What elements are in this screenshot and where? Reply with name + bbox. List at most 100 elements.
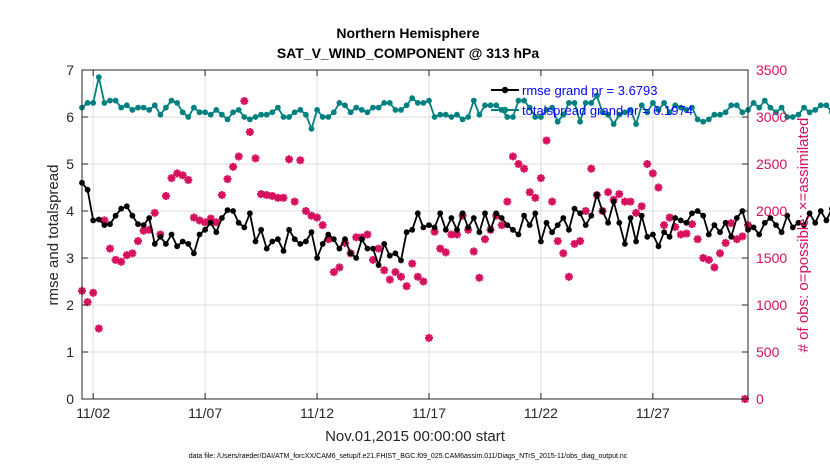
y-right-tick-label: 500 bbox=[756, 344, 780, 360]
series-point-spread bbox=[806, 109, 813, 116]
obs-assimilated-marker bbox=[335, 263, 344, 272]
series-point-spread bbox=[375, 104, 382, 111]
axes-box bbox=[81, 69, 749, 400]
series-point-spread bbox=[247, 116, 253, 123]
series-point-spread bbox=[689, 104, 695, 111]
series-point-rmse bbox=[280, 248, 287, 254]
series-point-rmse bbox=[118, 205, 125, 212]
series-point-spread bbox=[241, 114, 248, 120]
obs-assimilated-marker bbox=[318, 221, 327, 230]
series-point-spread bbox=[773, 109, 779, 116]
series-point-rmse bbox=[655, 243, 662, 250]
series-point-rmse bbox=[610, 198, 617, 205]
series-point-spread bbox=[756, 104, 763, 111]
series-point-rmse bbox=[90, 217, 97, 224]
series-point-spread bbox=[700, 118, 707, 125]
series-point-spread bbox=[202, 109, 209, 116]
obs-assimilated-marker bbox=[665, 213, 674, 222]
series-point-spread bbox=[694, 116, 701, 123]
series-point-rmse bbox=[594, 191, 600, 198]
series-point-rmse bbox=[269, 238, 276, 245]
series-point-rmse bbox=[252, 238, 259, 245]
series-point-spread bbox=[482, 102, 488, 109]
obs-assimilated-marker bbox=[508, 152, 517, 161]
y-left-tick-label: 7 bbox=[66, 62, 74, 78]
obs-assimilated-marker bbox=[380, 266, 389, 275]
series-point-rmse bbox=[442, 226, 449, 233]
series-point-spread bbox=[163, 104, 169, 111]
series-point-rmse bbox=[498, 215, 505, 221]
series-point-rmse bbox=[241, 224, 248, 231]
series-point-spread bbox=[571, 100, 578, 106]
series-point-spread bbox=[140, 104, 147, 111]
series-point-spread bbox=[336, 100, 343, 106]
series-point-rmse bbox=[135, 221, 141, 228]
series-point-spread bbox=[605, 111, 611, 118]
series-point-rmse bbox=[358, 236, 365, 243]
series-point-rmse bbox=[700, 212, 707, 219]
series-point-spread bbox=[566, 100, 572, 106]
series-point-rmse bbox=[761, 219, 768, 226]
series-point-spread bbox=[269, 109, 276, 116]
axes: 0 1 2 3 4 5 6 7 0 500 1000 1500 2000 2500 3000 3500 11/0… bbox=[66, 62, 787, 421]
series-point-spread bbox=[722, 109, 729, 116]
series-point-spread bbox=[191, 104, 197, 111]
series-point-spread bbox=[168, 97, 175, 104]
series-point-rmse bbox=[817, 208, 824, 214]
series-point-rmse bbox=[689, 210, 695, 217]
series-point-spread bbox=[437, 111, 444, 118]
y-right-tick-label: 3500 bbox=[756, 62, 787, 78]
series-point-rmse bbox=[123, 203, 130, 210]
obs-assimilated-marker bbox=[525, 188, 534, 197]
obs-assimilated-marker bbox=[424, 333, 433, 342]
obs-assimilated-marker bbox=[637, 202, 646, 211]
series-point-spread bbox=[370, 104, 376, 111]
series-point-rmse bbox=[420, 224, 427, 231]
obs-assimilated-marker bbox=[576, 237, 585, 246]
series-point-spread bbox=[151, 102, 158, 109]
obs-assimilated-marker bbox=[654, 183, 663, 192]
series-point-rmse bbox=[370, 245, 376, 252]
series-point-rmse bbox=[375, 262, 382, 268]
series-point-spread bbox=[157, 111, 164, 118]
series-point-spread bbox=[230, 109, 237, 116]
series-point-rmse bbox=[806, 210, 813, 217]
series-point-rmse bbox=[319, 241, 326, 247]
obs-assimilated-marker bbox=[548, 197, 557, 206]
y-axis-label-right: # of obs: o=possible; ×=assimilated bbox=[795, 118, 812, 353]
series-point-rmse bbox=[191, 250, 197, 257]
series-point-rmse bbox=[560, 215, 567, 221]
series-point-spread bbox=[526, 104, 533, 111]
obs-assimilated-marker bbox=[217, 191, 226, 200]
series-point-spread bbox=[286, 114, 292, 120]
series-point-spread bbox=[219, 111, 225, 118]
series-point-rmse bbox=[398, 257, 404, 264]
series-point-rmse bbox=[84, 186, 91, 193]
series-point-spread bbox=[750, 100, 757, 106]
series-point-spread bbox=[358, 107, 365, 113]
series-point-rmse bbox=[532, 210, 539, 217]
series-point-rmse bbox=[717, 229, 723, 236]
series-point-spread bbox=[386, 100, 393, 106]
series-point-spread bbox=[784, 114, 791, 120]
series-point-rmse bbox=[650, 231, 656, 238]
series-point-rmse bbox=[414, 210, 421, 217]
series-point-rmse bbox=[705, 231, 712, 238]
series-point-rmse bbox=[364, 245, 371, 252]
y-right-tick-label: 2000 bbox=[756, 203, 787, 219]
series-point-rmse bbox=[437, 210, 444, 217]
obs-assimilated-marker bbox=[581, 207, 590, 215]
series-point-spread bbox=[353, 104, 360, 111]
series-point-rmse bbox=[258, 226, 264, 233]
series-point-rmse bbox=[230, 208, 237, 214]
series-point-spread bbox=[325, 114, 332, 120]
obs-assimilated-marker bbox=[105, 244, 114, 253]
series-point-spread bbox=[303, 111, 309, 118]
series-point-rmse bbox=[403, 229, 410, 236]
obs-assimilated-marker bbox=[240, 97, 249, 106]
series-point-spread bbox=[403, 102, 410, 109]
series-point-spread bbox=[146, 107, 153, 113]
series-point-spread bbox=[493, 102, 500, 109]
obs-assimilated-marker bbox=[369, 255, 378, 264]
obs-assimilated-marker bbox=[604, 188, 613, 197]
